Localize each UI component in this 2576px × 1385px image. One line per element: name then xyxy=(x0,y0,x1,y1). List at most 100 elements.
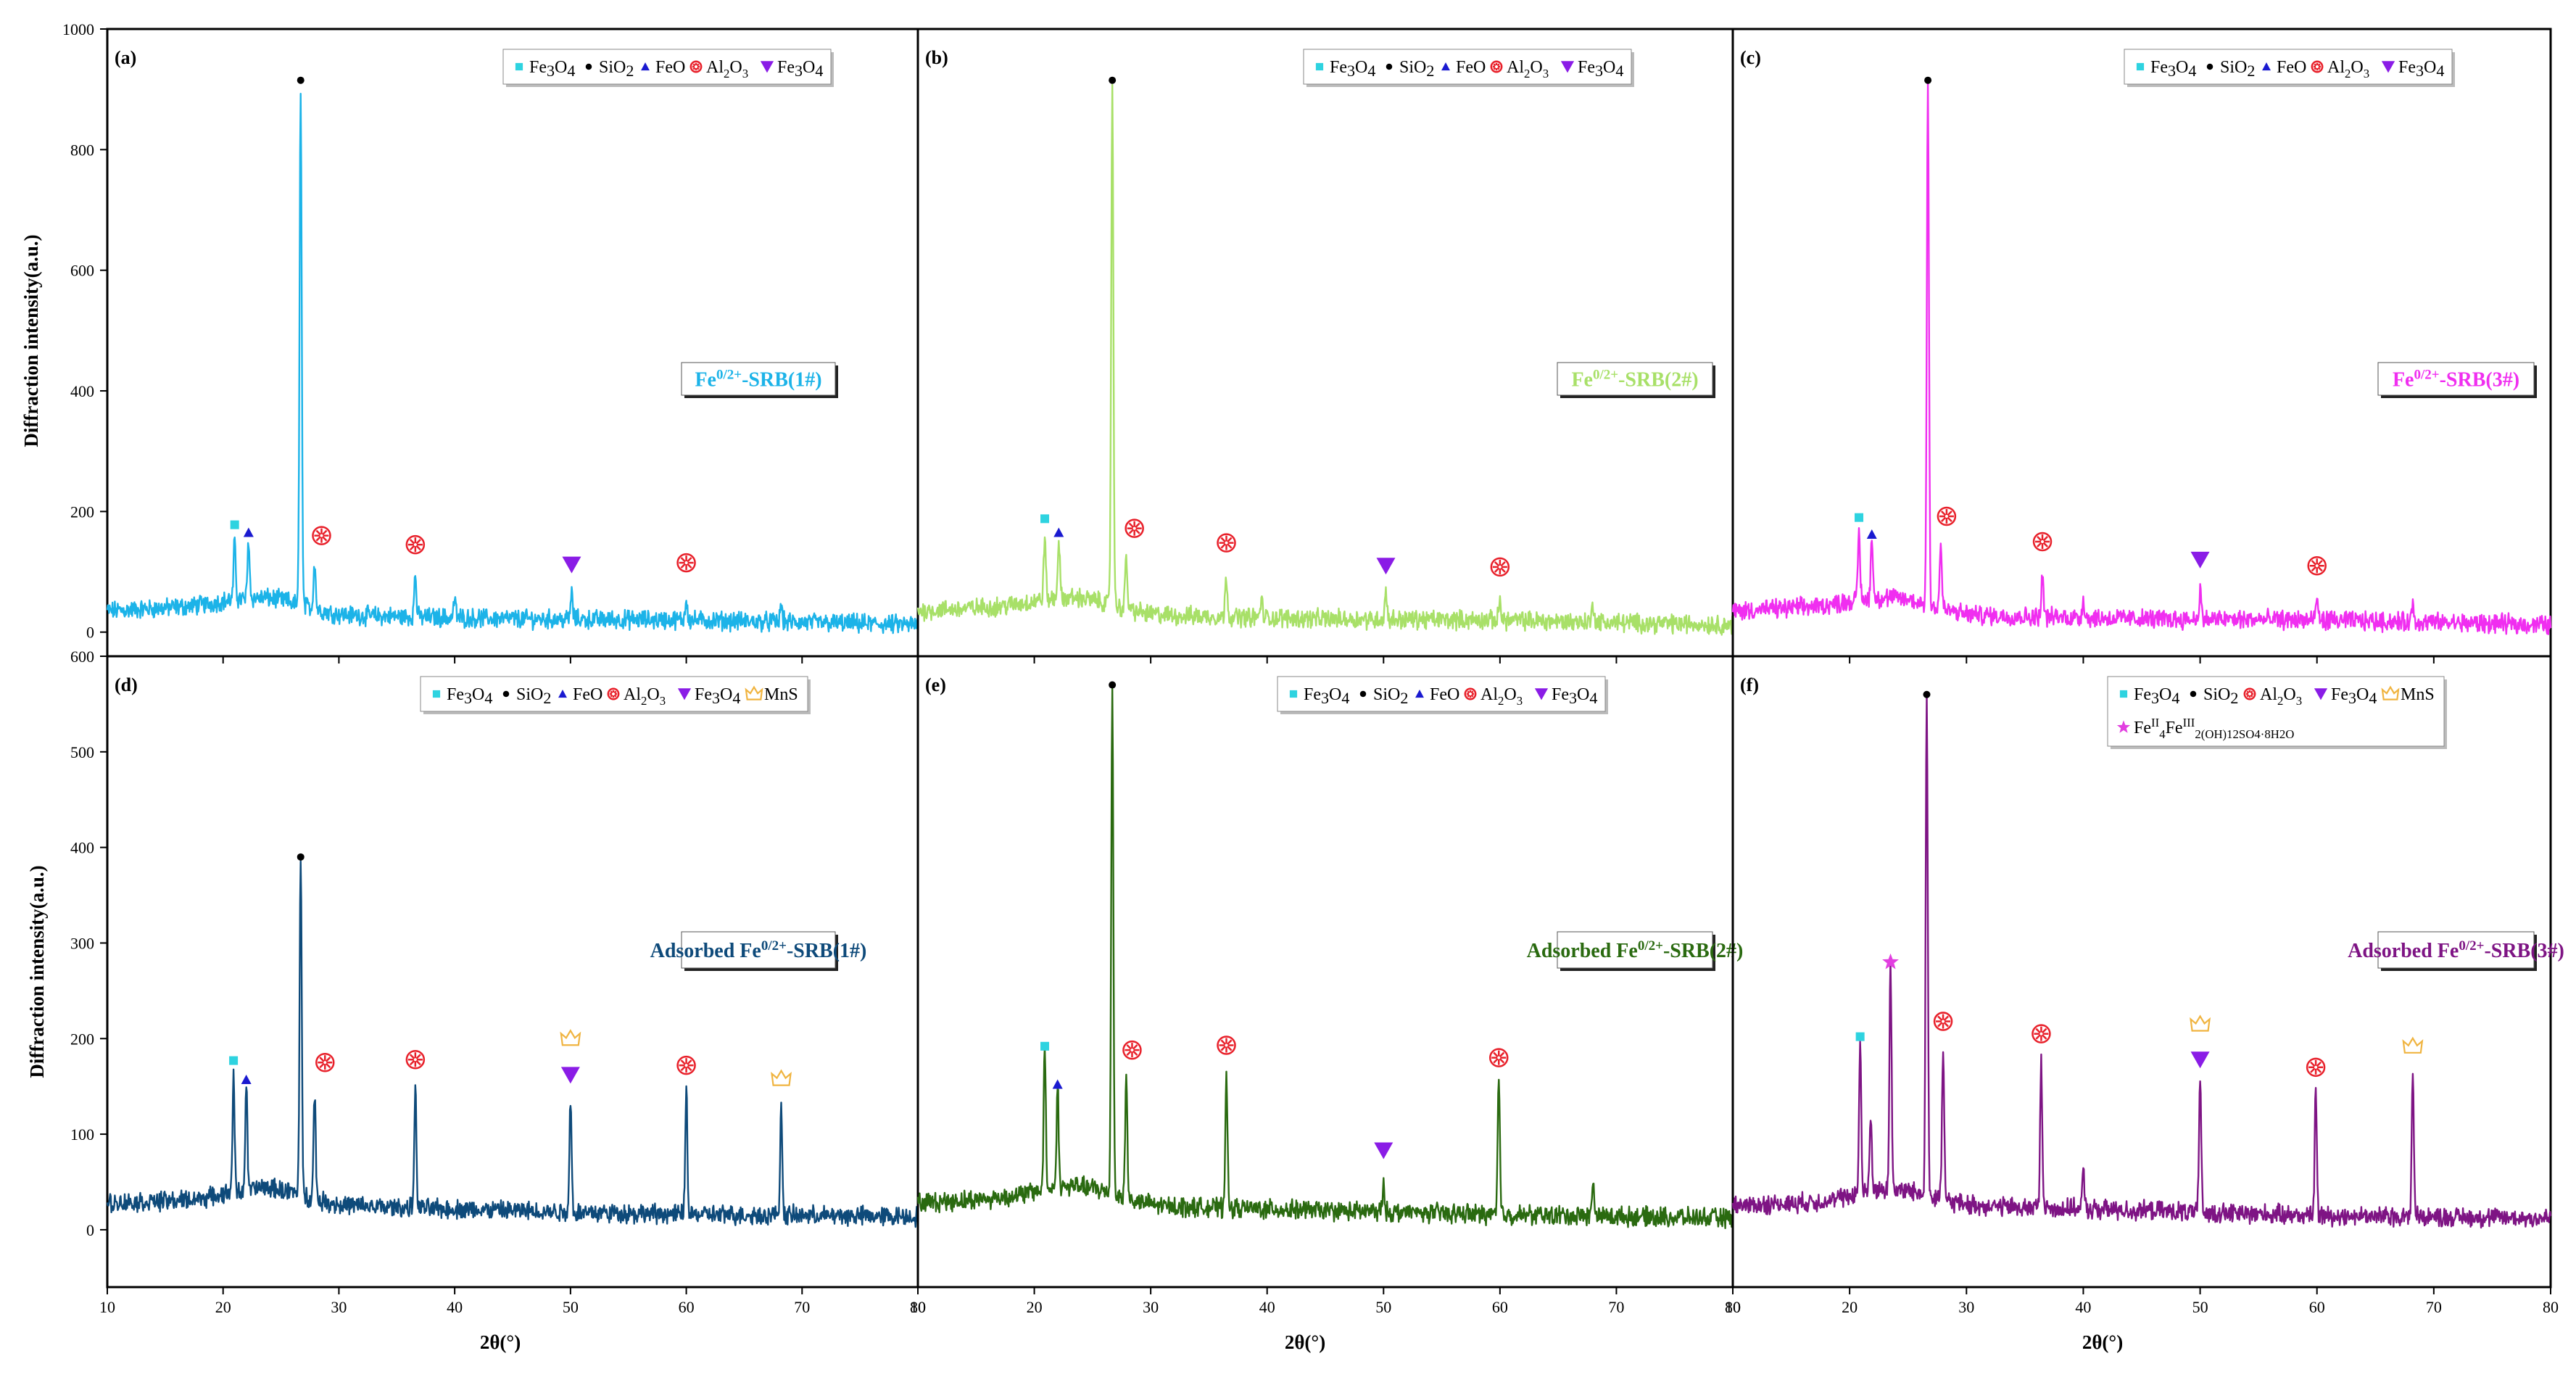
al2o3-spoke xyxy=(1135,529,1140,534)
sio2-dot-marker xyxy=(1109,76,1117,84)
al2o3-spoke xyxy=(1220,543,1226,549)
al2o3-spoke xyxy=(1499,1058,1505,1064)
al2o3-spoke xyxy=(2042,542,2048,547)
al2o3-spoke xyxy=(2310,1067,2316,1073)
x-tick-label: 70 xyxy=(2426,1298,2442,1316)
al2o3-spoke xyxy=(1135,522,1140,529)
al2o3-ring-marker xyxy=(315,1052,335,1072)
al2o3-spoke xyxy=(610,694,613,698)
al2o3-spoke xyxy=(692,63,696,67)
al2o3-spoke xyxy=(1493,63,1496,67)
al2o3-spoke xyxy=(680,1065,687,1072)
feo-triangle-marker xyxy=(1866,529,1877,539)
fe3o4-down-triangle-marker xyxy=(560,1067,580,1084)
al2o3-ring-marker xyxy=(1489,1048,1509,1067)
legend-item-al2o3: Al2O3 xyxy=(2327,58,2369,80)
x-tick-label: 60 xyxy=(679,1298,695,1316)
al2o3-spoke xyxy=(2246,690,2250,694)
al2o3-spoke xyxy=(1500,561,1506,567)
al2o3-spoke xyxy=(315,529,321,536)
x-tick-label: 70 xyxy=(1608,1298,1624,1316)
al2o3-spoke xyxy=(2317,560,2323,566)
legend-item-sio2: SiO2 xyxy=(2203,685,2238,707)
fe3o4-down-triangle-marker xyxy=(2381,61,2395,73)
legend: Fe3O4 SiO2 FeO Al2O3 Fe3O4 xyxy=(2124,49,2455,87)
panel-label: (c) xyxy=(1740,47,1761,68)
legend-box xyxy=(1277,676,1606,712)
x-tick-label: 60 xyxy=(2309,1298,2325,1316)
sio2-dot-marker xyxy=(1924,76,1932,84)
legend-item-fe3o4: Fe3O4 xyxy=(447,685,492,707)
feo-triangle-marker xyxy=(1052,1079,1063,1089)
sample-label-box xyxy=(2377,362,2535,396)
al2o3-spoke xyxy=(409,545,415,551)
al2o3-spoke xyxy=(415,1054,421,1059)
x-tick-label: 20 xyxy=(1842,1298,1858,1316)
legend-box xyxy=(2107,676,2445,747)
al2o3-spoke xyxy=(1940,510,1947,516)
legend-item-al2o3: Al2O3 xyxy=(706,58,748,80)
panel-label: (e) xyxy=(925,674,946,695)
legend-item-fe3o4: Fe3O4 xyxy=(529,58,575,80)
y-tick-label: 800 xyxy=(70,141,94,159)
al2o3-spoke xyxy=(2037,536,2042,542)
al2o3-spoke xyxy=(1126,1050,1132,1057)
al2o3-spoke xyxy=(1947,510,1952,516)
al2o3-spoke xyxy=(696,67,700,70)
al2o3-spoke xyxy=(2041,1034,2047,1040)
legend-item-feo: FeO xyxy=(655,58,685,77)
al2o3-spoke xyxy=(2316,1067,2322,1073)
al2o3-spoke xyxy=(613,690,617,694)
al2o3-ring-marker xyxy=(676,553,696,573)
legend-item-sio2: SiO2 xyxy=(1373,685,1408,707)
fe3o4-square-marker xyxy=(230,520,239,529)
legend: Fe3O4 SiO2 FeO Al2O3 Fe3O4 xyxy=(1303,49,1634,87)
al2o3-spoke xyxy=(680,563,687,569)
al2o3-spoke xyxy=(1496,67,1500,70)
xrd-panel-d: 10 20 30 40 50 60 70 80 0 100 200 300 400 500 600 (d) Ad… xyxy=(70,648,926,1316)
x-tick-label: 30 xyxy=(1958,1298,1974,1316)
al2o3-spoke xyxy=(610,690,613,694)
legend: Fe3O4 SiO2 FeO Al2O3 Fe3O4 xyxy=(1277,676,1608,714)
fe3o4-down-triangle-marker xyxy=(1534,688,1549,700)
al2o3-spoke xyxy=(680,557,687,563)
fe3o4-square-marker xyxy=(515,62,523,71)
feo-triangle-marker xyxy=(241,1074,252,1084)
legend-item-mns: MnS xyxy=(764,685,798,704)
al2o3-spoke xyxy=(409,1054,415,1059)
al2o3-spoke xyxy=(2041,1028,2047,1034)
al2o3-spoke xyxy=(325,1057,331,1062)
al2o3-spoke xyxy=(1943,1015,1950,1022)
mns-crown-marker xyxy=(2402,1036,2424,1054)
legend-item-fe3o4: Fe3O4 xyxy=(2398,58,2444,80)
sample-label: Fe0/2+-SRB(2#) xyxy=(1571,368,1698,392)
legend-item-fe3o4: Fe3O4 xyxy=(2134,685,2179,707)
al2o3-ring-marker xyxy=(1125,518,1144,538)
legend-item-fe3o4: Fe3O4 xyxy=(1330,58,1375,80)
al2o3-ring-marker xyxy=(1217,533,1236,553)
al2o3-spoke xyxy=(2316,1061,2322,1067)
al2o3-spoke xyxy=(1126,1044,1132,1050)
al2o3-spoke xyxy=(1470,690,1474,694)
xrd-panel-c: (c) Fe0/2+-SRB(3#) Fe3O4 SiO2 FeO Al2O3 Fe3O4 xyxy=(1731,28,2552,663)
green-rust-star-marker xyxy=(1882,953,1899,970)
feo-triangle-marker xyxy=(1415,690,1424,698)
legend-item-fe3o4: Fe3O4 xyxy=(1578,58,1623,80)
al2o3-spoke xyxy=(415,1059,421,1066)
x-tick-label: 70 xyxy=(794,1298,810,1316)
sio2-dot-marker xyxy=(2206,63,2213,70)
xrd-pattern-line xyxy=(1731,693,2552,1229)
y-tick-label: 0 xyxy=(86,624,94,642)
fe3o4-square-marker xyxy=(432,690,441,698)
al2o3-spoke xyxy=(1500,567,1506,573)
legend-box xyxy=(502,49,832,85)
legend-item-feo: FeO xyxy=(1456,58,1486,77)
legend-item-al2o3: Al2O3 xyxy=(1480,685,1523,708)
al2o3-spoke xyxy=(2314,63,2317,67)
al2o3-ring-marker xyxy=(607,687,620,700)
fe3o4-down-triangle-marker xyxy=(677,688,692,700)
al2o3-spoke xyxy=(1937,1015,1943,1022)
fe3o4-down-triangle-marker xyxy=(2314,688,2328,700)
sio2-dot-marker xyxy=(585,63,592,70)
fe3o4-down-triangle-marker xyxy=(1374,1142,1393,1159)
